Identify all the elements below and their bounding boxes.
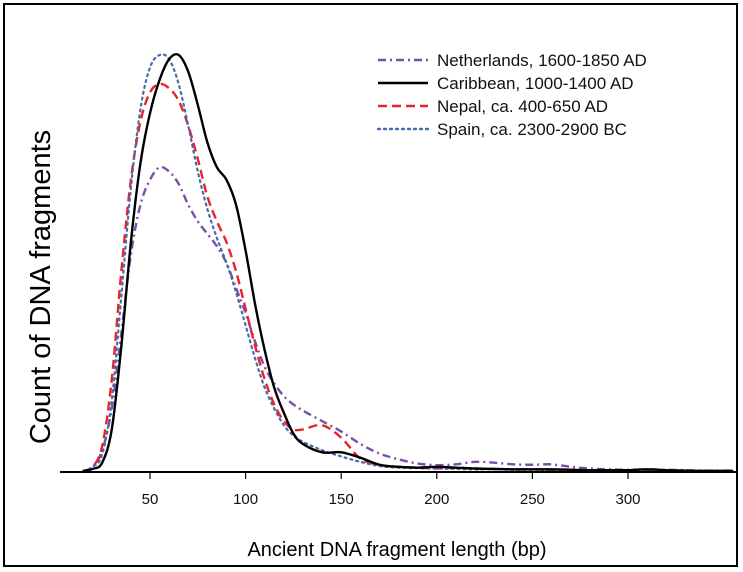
x-tick-label: 250 [520, 491, 545, 508]
series-line-1 [82, 165, 734, 473]
x-tick-label: 200 [424, 491, 449, 508]
series-line-4 [81, 53, 735, 473]
series-line-2 [82, 52, 734, 473]
legend-label-2: Caribbean, 1000-1400 AD [437, 74, 634, 93]
x-tick-label: 100 [233, 491, 258, 508]
x-tick-label: 300 [615, 491, 640, 508]
legend-label-3: Nepal, ca. 400-650 AD [437, 97, 608, 116]
legend-label-1: Netherlands, 1600-1850 AD [437, 51, 647, 70]
x-tick-label: 50 [142, 491, 159, 508]
x-axis-title: Ancient DNA fragment length (bp) [247, 539, 546, 561]
y-axis-title: Count of DNA fragments [25, 130, 57, 444]
series-line-3 [82, 82, 734, 473]
x-axis-ticks: 50 100 150 200 250 300 [142, 472, 641, 508]
legend: Netherlands, 1600-1850 AD Caribbean, 1000… [376, 51, 647, 139]
x-tick-label: 150 [329, 491, 354, 508]
plot-area [81, 52, 735, 473]
legend-label-4: Spain, ca. 2300-2900 BC [437, 120, 627, 139]
